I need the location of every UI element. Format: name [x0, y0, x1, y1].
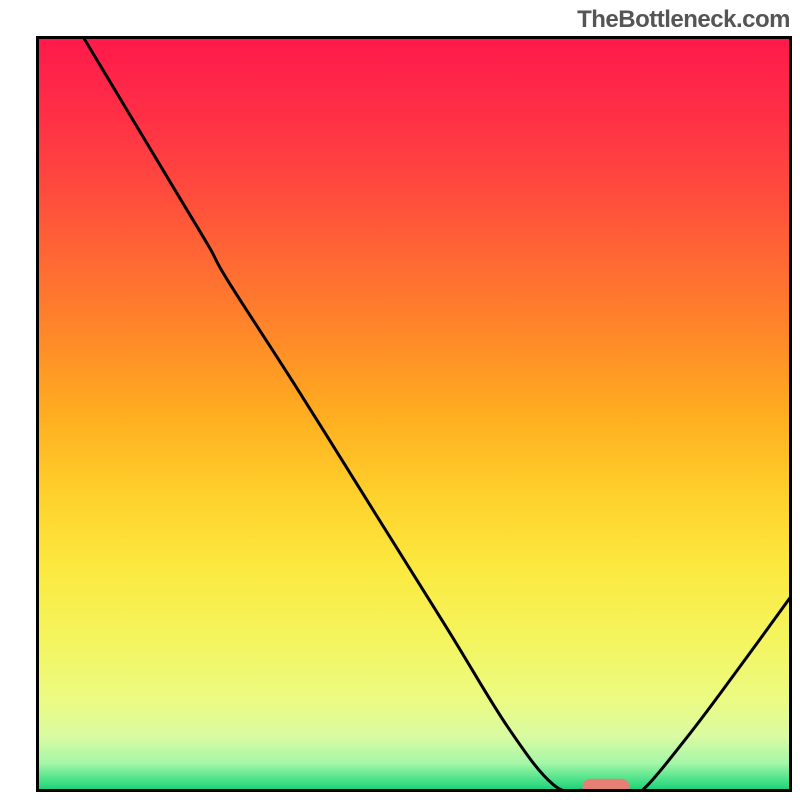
watermark: TheBottleneck.com — [577, 6, 790, 34]
bottleneck-curve — [39, 39, 792, 792]
curve-path — [84, 39, 792, 792]
plot-frame — [36, 36, 792, 792]
